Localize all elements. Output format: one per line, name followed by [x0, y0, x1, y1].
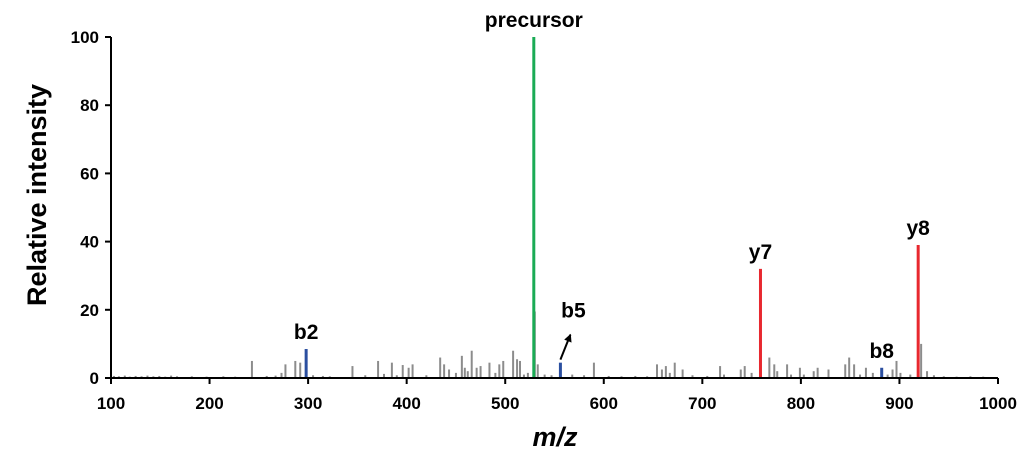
y-tick-label: 60 [80, 164, 99, 183]
annotation-arrow [559, 333, 572, 361]
x-tick-label: 300 [294, 394, 322, 413]
peak-label-b8: b8 [869, 340, 894, 363]
x-tick-label: 500 [491, 394, 519, 413]
x-tick-label: 400 [392, 394, 420, 413]
x-tick-label: 100 [97, 394, 125, 413]
y-tick-label: 80 [80, 96, 99, 115]
x-tick-label: 1000 [979, 394, 1017, 413]
peak-label-precursor: precursor [485, 9, 583, 32]
x-tick-label: 700 [688, 394, 716, 413]
x-axis-title: m/z [532, 422, 578, 452]
y-axis-title: Relative intensity [22, 84, 52, 306]
y-tick-label: 100 [71, 28, 99, 47]
peak-label-y8: y8 [906, 217, 930, 240]
x-tick-label: 900 [885, 394, 913, 413]
x-tick-label: 200 [195, 394, 223, 413]
labels-layer: precursor b2 b5 y7 b8 y8 [294, 9, 930, 363]
x-tick-label: 600 [590, 394, 618, 413]
y-tick-label: 20 [80, 301, 99, 320]
peak-label-y7: y7 [749, 241, 772, 264]
peaks-layer [112, 37, 985, 378]
x-tick-label: 800 [787, 394, 815, 413]
peak-label-b5: b5 [561, 300, 586, 323]
y-tick-label: 40 [80, 233, 99, 252]
peak-label-b2: b2 [294, 321, 319, 344]
axes-layer: 100 200 300 400 500 600 700 800 900 1000 0 20 40 60 80… [71, 28, 1017, 413]
y-tick-label: 0 [90, 369, 99, 388]
